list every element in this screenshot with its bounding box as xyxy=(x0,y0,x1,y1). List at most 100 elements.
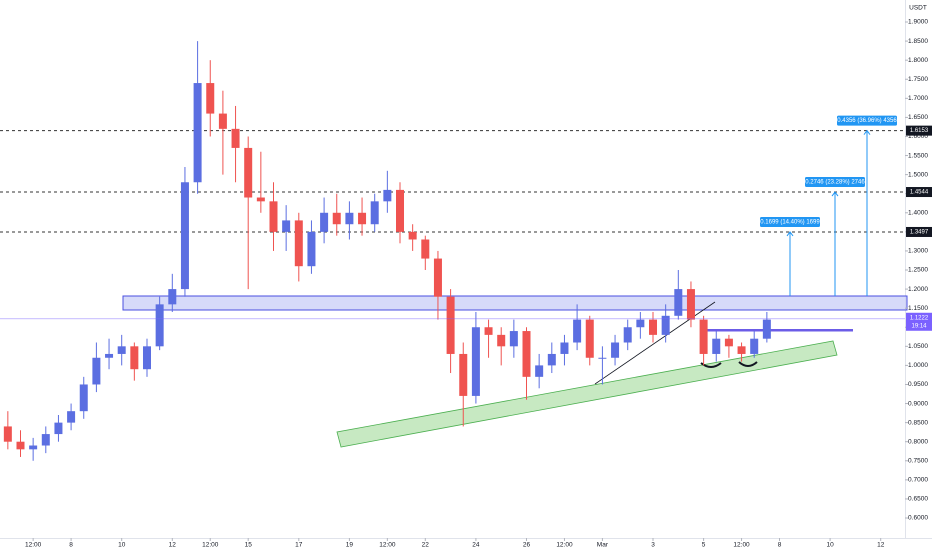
candle-body xyxy=(79,384,88,412)
candle-body xyxy=(421,239,430,259)
measure-label: 0.2746 (23.28%) 2746 xyxy=(805,180,865,186)
y-tick-label: 1.2000 xyxy=(908,286,928,293)
y-tick-label: 1.2500 xyxy=(908,267,928,274)
candle-body xyxy=(471,327,480,396)
candle-body xyxy=(408,231,417,240)
candle-body xyxy=(294,220,303,267)
candle-body xyxy=(67,411,76,423)
candle-body xyxy=(307,231,316,267)
y-tick-label: 1.8000 xyxy=(908,57,928,64)
y-tick-label: 1.8500 xyxy=(908,38,928,45)
candle-body xyxy=(623,327,632,343)
candle-body xyxy=(737,346,746,354)
x-tick-label: 10 xyxy=(826,542,834,549)
candle-body xyxy=(142,346,151,370)
x-tick-label: 12:00 xyxy=(733,542,750,549)
y-tick-label: 1.7500 xyxy=(908,76,928,83)
candle-body xyxy=(497,334,506,347)
shoulder-arc xyxy=(738,361,758,367)
candle-body xyxy=(459,353,468,396)
candle-body xyxy=(231,128,240,148)
x-tick-label: 12:00 xyxy=(379,542,396,549)
y-tick-label: 0.7000 xyxy=(908,477,928,484)
candle-body xyxy=(509,331,518,347)
candle-body xyxy=(535,365,544,377)
x-tick-label: 5 xyxy=(702,542,706,549)
candle-body xyxy=(370,201,379,225)
candle-body xyxy=(282,220,291,232)
candle-body xyxy=(92,357,101,385)
countdown-label: 19:14 xyxy=(911,323,927,329)
x-tick-label: 24 xyxy=(472,542,480,549)
candle-body xyxy=(649,319,658,335)
level-label: 1.3497 xyxy=(910,230,929,236)
x-tick-label: 12:00 xyxy=(202,542,219,549)
measure-label: 0.1699 (14.40%) 1699 xyxy=(760,220,820,226)
x-tick-label: 8 xyxy=(778,542,782,549)
currency-label: USDT xyxy=(909,5,927,12)
current-price-box xyxy=(906,312,932,331)
candle-body xyxy=(383,189,392,202)
candle-body xyxy=(358,212,367,225)
candle-body xyxy=(130,346,139,370)
shoulder-arc xyxy=(700,362,722,368)
y-tick-label: 1.5000 xyxy=(908,171,928,178)
level-label-box xyxy=(906,226,932,237)
y-tick-label: 1.6000 xyxy=(908,133,928,140)
resistance-zone xyxy=(122,295,908,311)
level-label-box xyxy=(906,125,932,136)
x-tick-label: 8 xyxy=(69,542,73,549)
candle-body xyxy=(522,331,531,377)
candle-body xyxy=(750,338,759,354)
candle-body xyxy=(345,212,354,225)
measure-arrowhead xyxy=(831,191,839,197)
x-tick-label: 12 xyxy=(169,542,177,549)
measure-arrowhead xyxy=(863,129,871,135)
y-tick-label: 1.1500 xyxy=(908,305,928,312)
candle-body xyxy=(598,357,607,359)
candle-body xyxy=(712,338,721,354)
y-tick-label: 1.9000 xyxy=(908,19,928,26)
x-tick-label: 22 xyxy=(422,542,430,549)
candle-body xyxy=(611,342,620,358)
candle-body xyxy=(547,353,556,366)
x-tick-label: 12:00 xyxy=(25,542,42,549)
x-tick-label: 26 xyxy=(523,542,531,549)
candle-body xyxy=(54,422,63,435)
candle-body xyxy=(117,346,126,354)
measure-box xyxy=(837,115,897,126)
candle-body xyxy=(674,289,683,316)
level-label-box xyxy=(906,187,932,198)
candle-body xyxy=(41,434,50,446)
x-tick-label: 12 xyxy=(877,542,885,549)
x-tick-label: 19 xyxy=(346,542,354,549)
neckline xyxy=(700,329,853,332)
candle-body xyxy=(762,319,771,339)
candle-body xyxy=(105,353,114,358)
candle-body xyxy=(699,319,708,354)
candle-body xyxy=(320,212,329,232)
measure-box xyxy=(760,216,820,227)
y-tick-label: 1.7000 xyxy=(908,95,928,102)
y-tick-label: 0.6500 xyxy=(908,496,928,503)
candle-body xyxy=(180,182,189,290)
y-tick-label: 1.5500 xyxy=(908,152,928,159)
candle-body xyxy=(3,426,12,442)
candle-body xyxy=(29,445,38,450)
candle-body xyxy=(206,83,215,114)
candle-body xyxy=(661,315,670,335)
candle-body xyxy=(724,338,733,347)
candle-body xyxy=(585,319,594,358)
x-tick-label: 12:00 xyxy=(556,542,573,549)
candle-body xyxy=(193,83,202,183)
y-tick-label: 0.8500 xyxy=(908,419,928,426)
measure-label: 0.4356 (36.96%) 4356 xyxy=(837,118,897,124)
candle-body xyxy=(396,189,405,232)
x-tick-label: Mar xyxy=(597,542,609,549)
candle-body xyxy=(560,342,569,354)
y-tick-label: 1.0000 xyxy=(908,362,928,369)
candle-body xyxy=(332,212,341,225)
y-tick-label: 0.9000 xyxy=(908,400,928,407)
